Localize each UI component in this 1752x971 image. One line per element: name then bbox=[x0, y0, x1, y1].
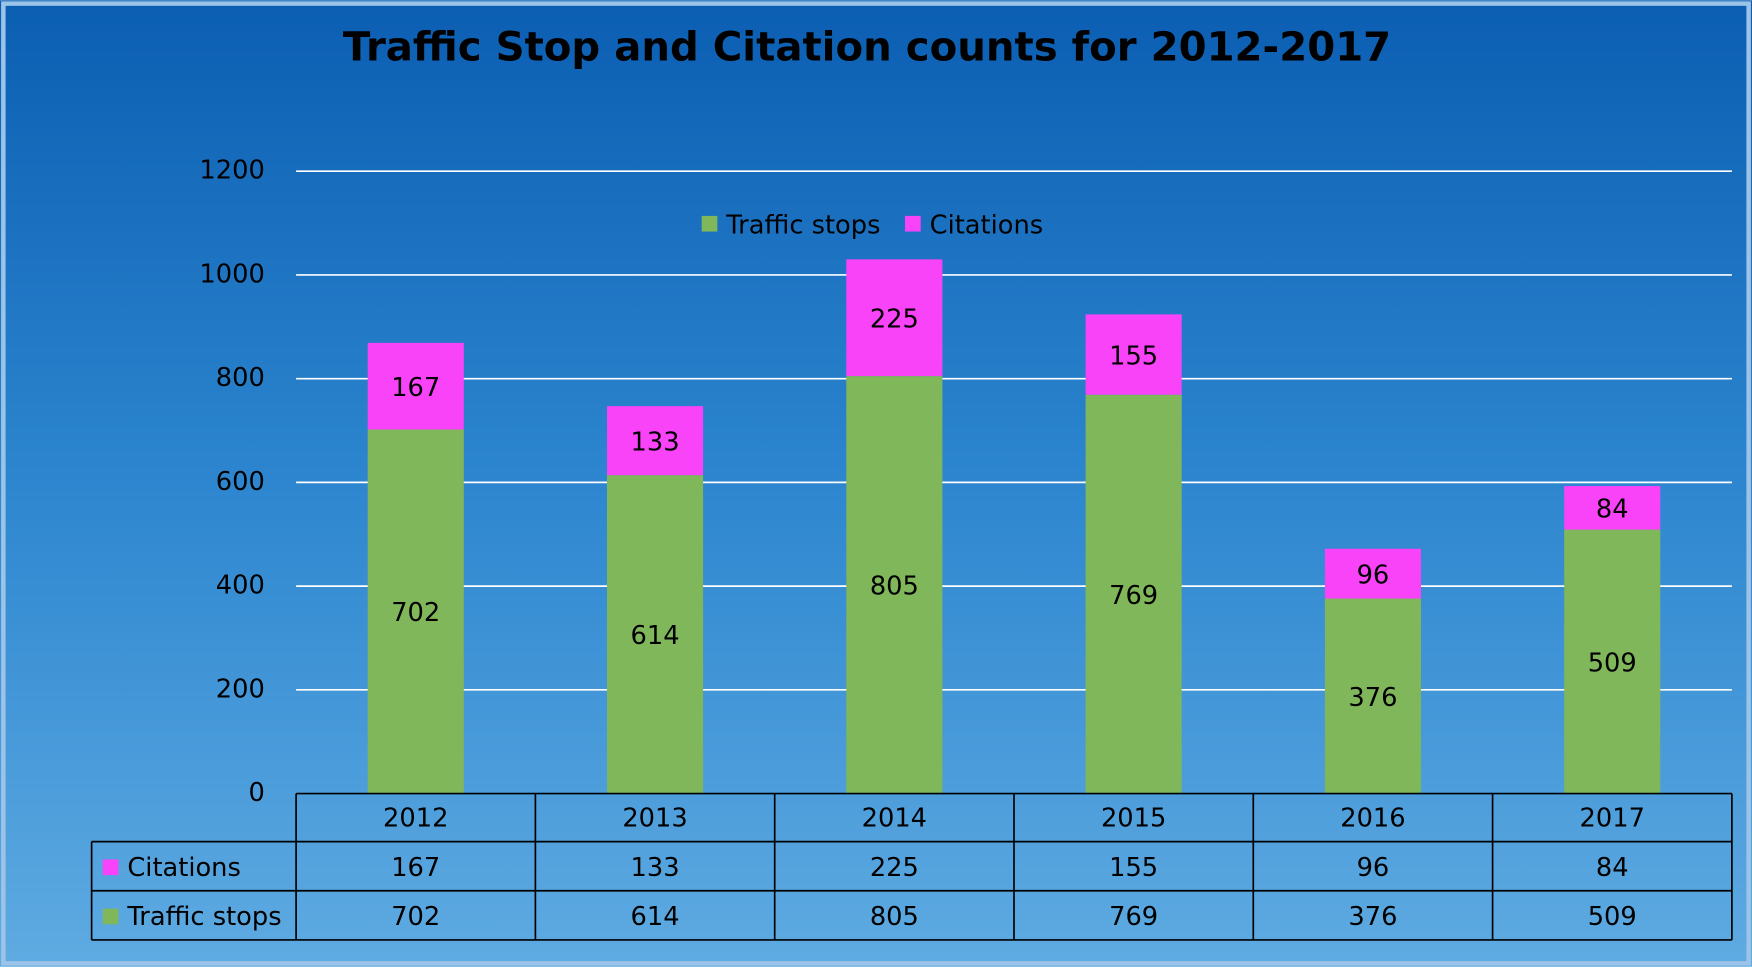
table-row-label: Citations bbox=[127, 853, 240, 883]
x-tick-label: 2014 bbox=[862, 804, 927, 834]
data-label: 614 bbox=[631, 621, 680, 651]
bar-segment bbox=[367, 342, 464, 430]
data-label: 702 bbox=[391, 598, 440, 628]
table-cell: 376 bbox=[1348, 902, 1397, 932]
legend-swatch bbox=[905, 215, 921, 232]
bar-segment bbox=[846, 259, 943, 377]
bar-segment bbox=[846, 376, 943, 794]
table-cell: 133 bbox=[631, 853, 680, 883]
data-label: 805 bbox=[870, 572, 919, 602]
y-tick-label: 0 bbox=[248, 778, 264, 808]
table-cell: 509 bbox=[1588, 902, 1637, 932]
legend-label: Traffic stops bbox=[725, 210, 880, 240]
x-tick-label: 2012 bbox=[383, 804, 448, 834]
data-label: 769 bbox=[1109, 581, 1158, 611]
bar-segment bbox=[1324, 598, 1421, 794]
data-label: 155 bbox=[1109, 341, 1158, 371]
data-label: 133 bbox=[631, 427, 680, 457]
data-label: 509 bbox=[1588, 648, 1637, 678]
x-tick-label: 2017 bbox=[1580, 804, 1645, 834]
x-tick-label: 2016 bbox=[1340, 804, 1405, 834]
table-cell: 155 bbox=[1109, 853, 1158, 883]
bar-segment bbox=[367, 429, 464, 794]
y-tick-label: 200 bbox=[216, 674, 265, 704]
legend-label: Citations bbox=[930, 210, 1043, 240]
y-tick-label: 600 bbox=[216, 467, 265, 497]
bar-segment bbox=[1564, 486, 1661, 530]
bar-segment bbox=[1564, 529, 1661, 794]
chart-title: Traffic Stop and Citation counts for 201… bbox=[343, 24, 1391, 70]
table-cell: 702 bbox=[391, 902, 440, 932]
table-cell: 167 bbox=[391, 853, 440, 883]
data-label: 84 bbox=[1596, 495, 1629, 525]
table-cell: 805 bbox=[870, 902, 919, 932]
data-label: 376 bbox=[1348, 683, 1397, 713]
bar-segment bbox=[1085, 314, 1182, 395]
y-tick-label: 1000 bbox=[199, 259, 264, 289]
bar-segment bbox=[1324, 548, 1421, 599]
table-cell: 769 bbox=[1109, 902, 1158, 932]
data-label: 167 bbox=[391, 373, 440, 403]
data-label: 96 bbox=[1357, 560, 1390, 590]
table-cell: 96 bbox=[1357, 853, 1390, 883]
table-legend-swatch bbox=[102, 859, 119, 876]
x-tick-label: 2013 bbox=[622, 804, 687, 834]
x-tick-label: 2015 bbox=[1101, 804, 1166, 834]
table-legend-swatch bbox=[102, 908, 119, 925]
data-label: 225 bbox=[870, 304, 919, 334]
bar-segment bbox=[606, 406, 704, 476]
y-tick-label: 1200 bbox=[199, 156, 264, 186]
y-tick-label: 400 bbox=[216, 571, 265, 601]
table-cell: 225 bbox=[870, 853, 919, 883]
y-tick-label: 800 bbox=[216, 363, 265, 393]
bar-segment bbox=[1085, 394, 1182, 794]
table-cell: 614 bbox=[631, 902, 680, 932]
legend-swatch bbox=[701, 215, 718, 232]
bar-segment bbox=[606, 475, 704, 794]
table-row-label: Traffic stops bbox=[126, 902, 281, 932]
table-cell: 84 bbox=[1596, 853, 1629, 883]
